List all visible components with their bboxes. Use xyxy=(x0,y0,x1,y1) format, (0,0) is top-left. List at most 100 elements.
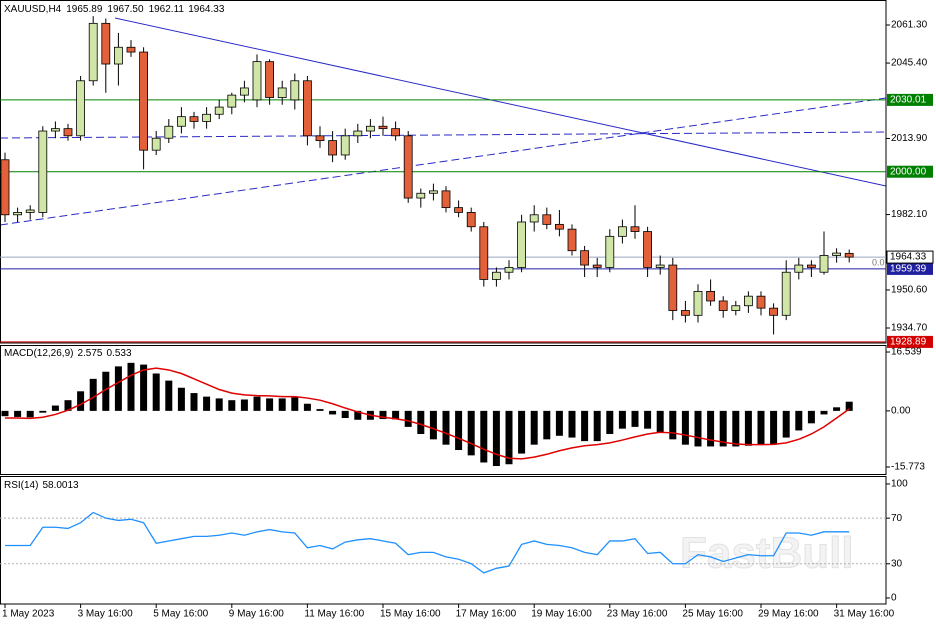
indicator-name: RSI(14) xyxy=(4,480,38,491)
macd-bar xyxy=(316,409,324,411)
macd-signal-line xyxy=(5,367,850,460)
x-tick-label: 17 May 16:00 xyxy=(456,609,517,620)
macd-bar xyxy=(39,410,47,413)
candle-body xyxy=(315,135,325,142)
level-label: 2030.01 xyxy=(890,95,927,106)
candle-body xyxy=(51,128,60,132)
macd-bar xyxy=(581,410,589,442)
candle-body xyxy=(706,290,715,302)
indicator-value: 2.575 xyxy=(77,348,102,359)
rsi-line xyxy=(5,511,850,574)
macd-bar xyxy=(694,410,702,447)
candle-body xyxy=(378,125,388,130)
candle-body xyxy=(618,226,627,237)
macd-bar xyxy=(442,410,450,445)
macd-bar xyxy=(833,407,841,411)
macd-bar xyxy=(417,410,425,435)
macd-bar xyxy=(631,410,639,427)
candle-body xyxy=(239,87,249,96)
candle-body xyxy=(744,295,753,307)
candle-body xyxy=(844,252,854,258)
candle-body xyxy=(529,214,539,223)
candle-body xyxy=(126,46,136,53)
candle-body xyxy=(189,116,199,122)
macd-bar xyxy=(429,410,437,440)
macd-bar xyxy=(190,393,198,411)
candle-body xyxy=(176,116,186,127)
candle-body xyxy=(76,80,85,137)
current-price-label: 1964.33 xyxy=(890,252,927,263)
candle-body xyxy=(353,130,363,137)
candle-body xyxy=(769,307,778,316)
candle-body xyxy=(328,140,338,156)
candle-body xyxy=(277,87,287,98)
ohlc-value: 1964.33 xyxy=(188,4,225,15)
macd-bar xyxy=(14,410,22,417)
y-tick-label: 2013.90 xyxy=(891,133,928,144)
macd-bar xyxy=(455,410,463,451)
x-tick-label: 19 May 16:00 xyxy=(531,609,592,620)
candle-body xyxy=(819,255,829,273)
macd-bar xyxy=(568,410,576,438)
candle-body xyxy=(63,128,73,137)
candle-body xyxy=(643,231,652,268)
macd-bar xyxy=(303,403,311,411)
channel-line xyxy=(0,97,887,226)
candle-body xyxy=(668,264,678,311)
candle-body xyxy=(491,271,501,280)
macd-bar xyxy=(379,410,387,420)
candle-body xyxy=(416,192,426,199)
candle-body xyxy=(391,128,401,137)
macd-bar xyxy=(89,378,97,411)
level-label-box xyxy=(887,335,933,348)
macd-bar xyxy=(480,410,488,463)
macd-label: MACD(12,26,9) 2.575 0.533 xyxy=(4,348,132,359)
macd-bar xyxy=(77,391,85,411)
candle-body xyxy=(605,235,615,268)
macd-bar xyxy=(177,387,185,411)
level-label: 1928.89 xyxy=(890,337,927,348)
level-label-box xyxy=(887,165,933,178)
ohlc-value: 1962.11 xyxy=(149,4,185,15)
rsi-panel-frame xyxy=(0,476,887,605)
candle-body xyxy=(252,61,262,101)
macd-bar xyxy=(656,410,664,433)
macd-bar xyxy=(102,371,110,411)
x-tick-label: 3 May 16:00 xyxy=(78,609,133,620)
candle-body xyxy=(517,221,526,268)
level-label: 2000.00 xyxy=(890,166,927,177)
level-label: 1959.39 xyxy=(890,264,927,275)
y-tick-label: 100 xyxy=(891,479,908,490)
candle-body xyxy=(340,135,350,156)
macd-bar xyxy=(606,410,614,435)
macd-bar xyxy=(341,410,349,418)
x-tick-label: 23 May 16:00 xyxy=(607,609,668,620)
macd-bar xyxy=(266,398,274,411)
y-tick-label: 2061.30 xyxy=(891,20,928,31)
macd-bar xyxy=(404,410,412,427)
candle-body xyxy=(454,207,464,213)
macd-bar xyxy=(140,364,148,411)
y-tick-label: 16.539 xyxy=(891,347,922,358)
candle-body xyxy=(164,125,174,139)
candle-body xyxy=(428,190,438,194)
x-tick-label: 31 May 16:00 xyxy=(834,609,895,620)
candle-body xyxy=(290,80,300,101)
indicator-name: MACD(12,26,9) xyxy=(4,348,73,359)
macd-bar xyxy=(253,396,261,411)
ohlc-value: 1967.50 xyxy=(107,4,144,15)
macd-bar xyxy=(795,410,803,431)
symbol: XAUUSD,H4 xyxy=(4,4,62,15)
macd-bar xyxy=(770,410,778,445)
candle-body xyxy=(114,46,123,65)
macd-bar xyxy=(467,410,475,456)
candle-body xyxy=(466,212,476,228)
macd-bar xyxy=(757,410,765,445)
indicator-value: 0.533 xyxy=(107,348,132,359)
macd-bar xyxy=(240,399,248,411)
candle-body xyxy=(227,94,237,108)
candle-body xyxy=(101,22,111,65)
y-tick-label: 1950.60 xyxy=(891,285,928,296)
candle-body xyxy=(807,264,816,268)
